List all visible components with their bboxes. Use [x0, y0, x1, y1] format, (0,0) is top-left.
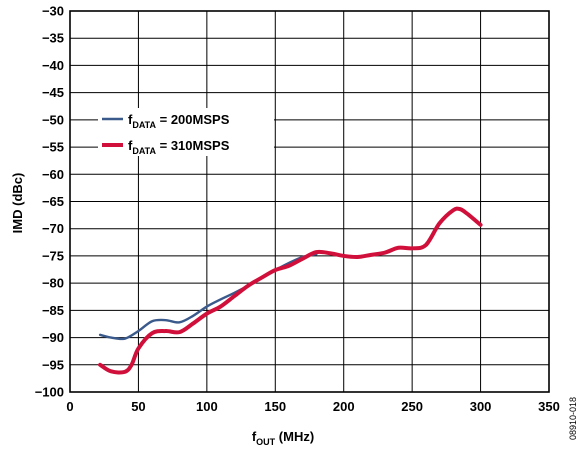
y-tick-label: −90	[42, 330, 64, 345]
x-axis-label-unit: (MHz)	[275, 429, 314, 444]
plot-frame	[69, 10, 550, 393]
series-layer	[98, 206, 483, 375]
y-tick-label: −30	[42, 4, 64, 19]
y-tick-label: −100	[35, 385, 64, 400]
y-tick-label: −80	[42, 276, 64, 291]
x-tick-label: 250	[401, 399, 423, 414]
y-axis-label: IMD (dBc)	[10, 173, 25, 234]
legend-200-main: f	[128, 112, 133, 127]
figure-id: 08910-018	[568, 397, 578, 440]
x-tick-label: 0	[66, 399, 73, 414]
legend-310-sub: DATA	[132, 146, 156, 156]
y-tick-label: −50	[42, 112, 64, 127]
x-tick-labels: 0 50 100 150 200 250 300 350	[66, 399, 559, 414]
y-tick-label: −60	[42, 167, 64, 182]
x-tick-label: 150	[264, 399, 286, 414]
y-tick-label: −75	[42, 248, 64, 263]
legend-background	[98, 108, 274, 156]
y-tick-label: −45	[42, 85, 64, 100]
legend: fDATA = 200MSPS fDATA = 310MSPS	[98, 108, 274, 156]
y-tick-label: −85	[42, 303, 64, 318]
y-tick-label: −95	[42, 357, 64, 372]
legend-entry-310msps: fDATA = 310MSPS	[128, 138, 230, 156]
legend-200-rest: = 200MSPS	[156, 112, 230, 127]
series-line-310msps	[98, 206, 483, 375]
y-tick-labels: −30 −35 −40 −45 −50 −55 −60 −65 −70 −75 −80 −85 −90 −…	[35, 4, 64, 400]
x-axis-label-main: f	[252, 429, 257, 444]
x-axis-label-sub: OUT	[256, 437, 276, 447]
y-tick-label: −65	[42, 194, 64, 209]
legend-310-rest: = 310MSPS	[156, 138, 230, 153]
x-axis-label: fOUT (MHz)	[252, 429, 314, 447]
grid	[69, 10, 550, 393]
legend-entry-200msps: fDATA = 200MSPS	[128, 112, 230, 130]
legend-310-main: f	[128, 138, 133, 153]
y-tick-label: −70	[42, 221, 64, 236]
x-tick-label: 350	[538, 399, 560, 414]
y-tick-label: −35	[42, 31, 64, 46]
x-tick-label: 300	[470, 399, 492, 414]
y-tick-label: −55	[42, 140, 64, 155]
x-tick-label: 200	[333, 399, 355, 414]
x-tick-label: 100	[196, 399, 218, 414]
y-tick-label: −40	[42, 58, 64, 73]
x-tick-label: 50	[131, 399, 145, 414]
legend-200-sub: DATA	[132, 120, 156, 130]
